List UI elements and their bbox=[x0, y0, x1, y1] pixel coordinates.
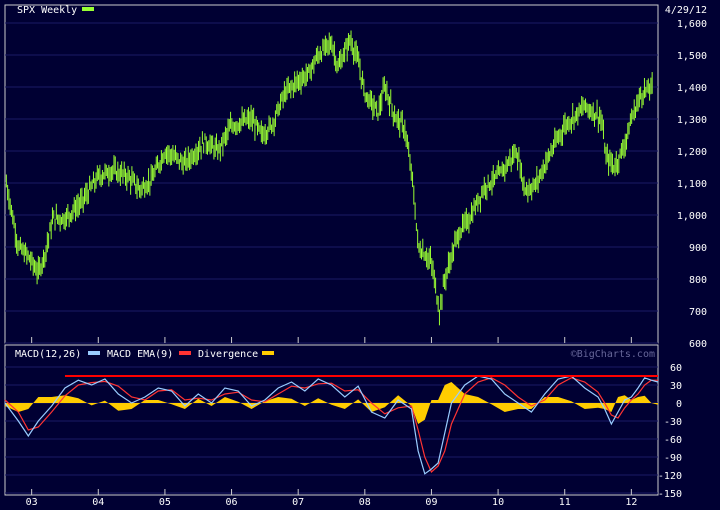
macd-legend-macd-swatch bbox=[88, 351, 100, 355]
price-plot-area bbox=[4, 4, 659, 344]
macd-line bbox=[4, 375, 659, 475]
price-bars bbox=[5, 30, 653, 326]
price-y-axis: 600 700 800 900 1,000 1,100 1,200 1,300 1,400 1,5… bbox=[677, 19, 707, 350]
macd-tick-label: -30 bbox=[664, 417, 682, 428]
price-tick-label: 700 bbox=[689, 307, 707, 318]
macd-legend-divergence: Divergence bbox=[198, 349, 258, 360]
macd-legend-ema-swatch bbox=[179, 351, 191, 355]
macd-tick-label: -150 bbox=[658, 489, 682, 500]
macd-panel: 60 30 0 -30 -60 -90 -120 -150 MACD(12,26) MACD … bbox=[4, 344, 682, 500]
price-tick-label: 800 bbox=[689, 275, 707, 286]
macd-divergence bbox=[5, 382, 658, 424]
x-tick-label: 04 bbox=[92, 497, 104, 508]
x-tick-label: 11 bbox=[559, 497, 571, 508]
macd-lines bbox=[4, 375, 659, 475]
price-tick-label: 1,400 bbox=[677, 83, 707, 94]
macd-legend-macd: MACD(12,26) bbox=[15, 349, 81, 360]
price-tick-label: 1,500 bbox=[677, 51, 707, 62]
x-tick-label: 06 bbox=[226, 497, 238, 508]
price-tick-label: 1,600 bbox=[677, 19, 707, 30]
chart-date: 4/29/12 bbox=[665, 5, 707, 16]
macd-tick-label: 60 bbox=[670, 363, 682, 374]
macd-legend-ema: MACD EMA(9) bbox=[107, 349, 173, 360]
price-tick-label: 1,000 bbox=[677, 211, 707, 222]
chart-title: SPX Weekly bbox=[17, 5, 77, 16]
x-tick-label: 09 bbox=[425, 497, 437, 508]
macd-tick-label: -120 bbox=[658, 471, 682, 482]
divergence-area bbox=[5, 382, 658, 424]
macd-plot-area bbox=[4, 344, 659, 496]
price-tick-label: 600 bbox=[689, 339, 707, 350]
macd-ema-line bbox=[4, 377, 658, 473]
price-gridlines bbox=[5, 22, 658, 344]
price-legend-swatch bbox=[82, 7, 94, 11]
macd-legend-divergence-swatch bbox=[262, 351, 274, 355]
watermark: ©BigCharts.com bbox=[571, 349, 655, 360]
x-tick-label: 07 bbox=[292, 497, 304, 508]
macd-tick-label: -60 bbox=[664, 435, 682, 446]
x-tick-label: 05 bbox=[159, 497, 171, 508]
macd-tick-label: 0 bbox=[676, 399, 682, 410]
x-tick-label: 08 bbox=[359, 497, 371, 508]
price-tick-label: 900 bbox=[689, 243, 707, 254]
x-tick-label: 12 bbox=[625, 497, 637, 508]
price-tick-label: 1,100 bbox=[677, 179, 707, 190]
macd-tick-label: 30 bbox=[670, 381, 682, 392]
macd-tick-label: -90 bbox=[664, 453, 682, 464]
price-tick-label: 1,300 bbox=[677, 115, 707, 126]
x-axis: 03 04 05 06 07 08 09 10 11 12 bbox=[26, 337, 637, 508]
price-panel: 600 700 800 900 1,000 1,100 1,200 1,300 1,400 1,5… bbox=[4, 4, 707, 350]
price-tick-label: 1,200 bbox=[677, 147, 707, 158]
x-tick-label: 03 bbox=[26, 497, 38, 508]
macd-y-axis: 60 30 0 -30 -60 -90 -120 -150 bbox=[658, 363, 682, 500]
x-tick-label: 10 bbox=[492, 497, 504, 508]
